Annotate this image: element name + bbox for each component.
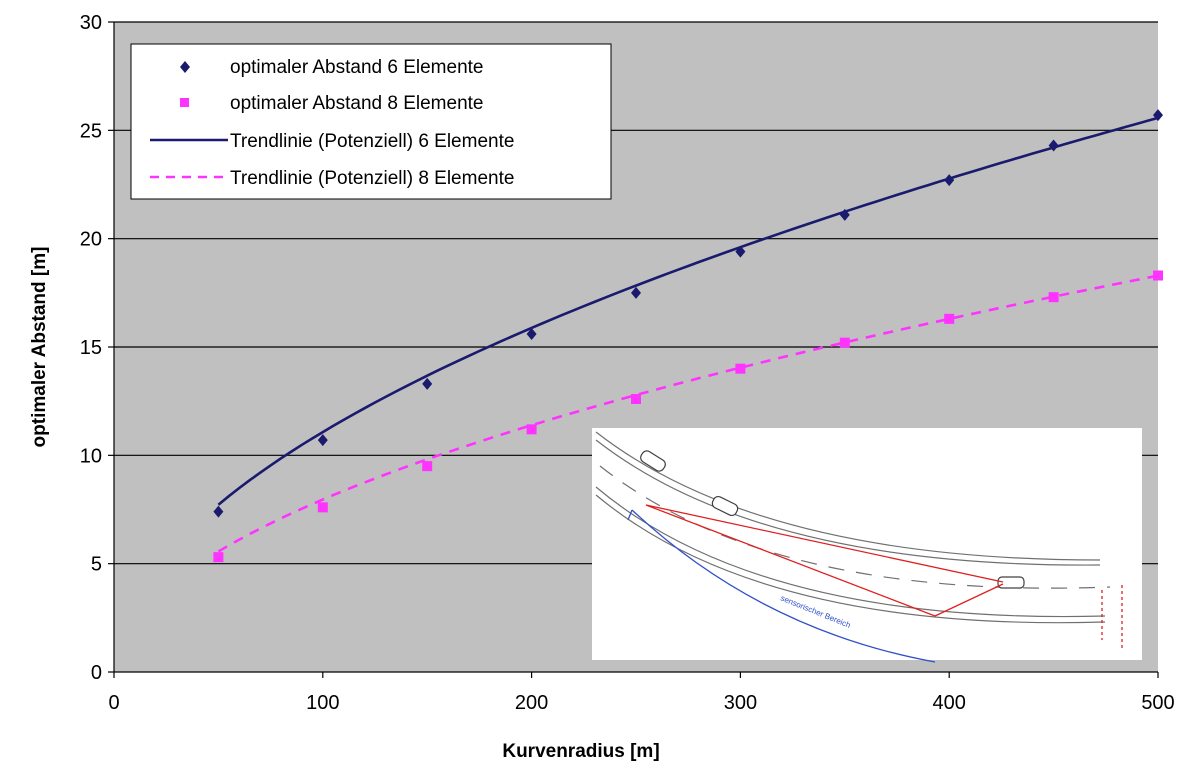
data-point-square [422,461,433,472]
y-tick-label: 20 [80,229,102,251]
legend-label-2: optimaler Abstand 8 Elemente [230,93,484,114]
y-tick-label: 15 [80,337,102,359]
legend-marker-square-icon [180,98,189,107]
road-edge-outer-2 [595,439,1101,566]
x-tick-label: 500 [1141,692,1174,714]
sight-line-lower [645,504,936,617]
data-point-square [1048,292,1059,303]
data-point-square [735,363,746,374]
data-point-square [317,502,328,513]
data-point-diamond [1153,109,1163,122]
data-point-diamond [526,328,537,340]
x-tick-label: 300 [724,692,757,714]
inset-background [592,428,1142,660]
y-tick-label: 0 [91,662,102,684]
legend: optimaler Abstand 6 Elemente optimaler A… [130,43,612,200]
road-edge-outer [595,431,1101,561]
trendline-1 [217,116,1159,506]
car-1 [640,450,666,472]
sensor-range-tick [627,509,633,521]
data-point-square [1153,270,1163,281]
x-tick-label: 0 [108,692,119,714]
y-tick-label: 30 [80,12,102,34]
data-point-diamond [1048,139,1059,152]
data-markers [213,109,1163,563]
data-point-square [839,337,850,348]
data-point-diamond [213,505,224,518]
sensor-range-arc [631,509,936,663]
road-edge-inner-2 [595,494,1106,624]
legend-marker-diamond-icon [180,61,190,73]
legend-label-3: Trendlinie (Potenziell) 6 Elemente [230,131,514,152]
y-tick-label: 5 [91,554,102,576]
x-tick-label: 400 [933,692,966,714]
y-tick-label: 25 [80,120,102,142]
data-point-diamond [735,245,746,258]
legend-box [130,43,612,200]
data-point-square [213,552,224,563]
data-point-diamond [839,208,850,221]
x-tick-label: 100 [306,692,339,714]
car-2 [711,495,739,517]
data-point-square [631,394,641,404]
sight-line-link [934,583,1004,617]
trendlines [217,116,1159,553]
inset-road-sketch: sensorischer Bereich [592,428,1142,663]
sight-line-upper [645,504,1004,583]
data-point-diamond [944,174,955,187]
x-axis-title: Kurvenradius [m] [502,741,659,762]
legend-label-4: Trendlinie (Potenziell) 8 Elemente [230,168,514,189]
legend-label-1: optimaler Abstand 6 Elemente [230,57,484,78]
data-point-square [944,313,955,324]
y-axis-title: optimaler Abstand [m] [29,247,50,448]
data-point-diamond [317,434,328,447]
road-centerline [599,465,1111,589]
data-point-square [526,424,537,435]
car-3 [997,576,1025,589]
data-point-diamond [422,377,433,390]
x-tick-label: 200 [515,692,548,714]
data-point-diamond [631,286,641,299]
y-tick-label: 10 [80,445,102,467]
